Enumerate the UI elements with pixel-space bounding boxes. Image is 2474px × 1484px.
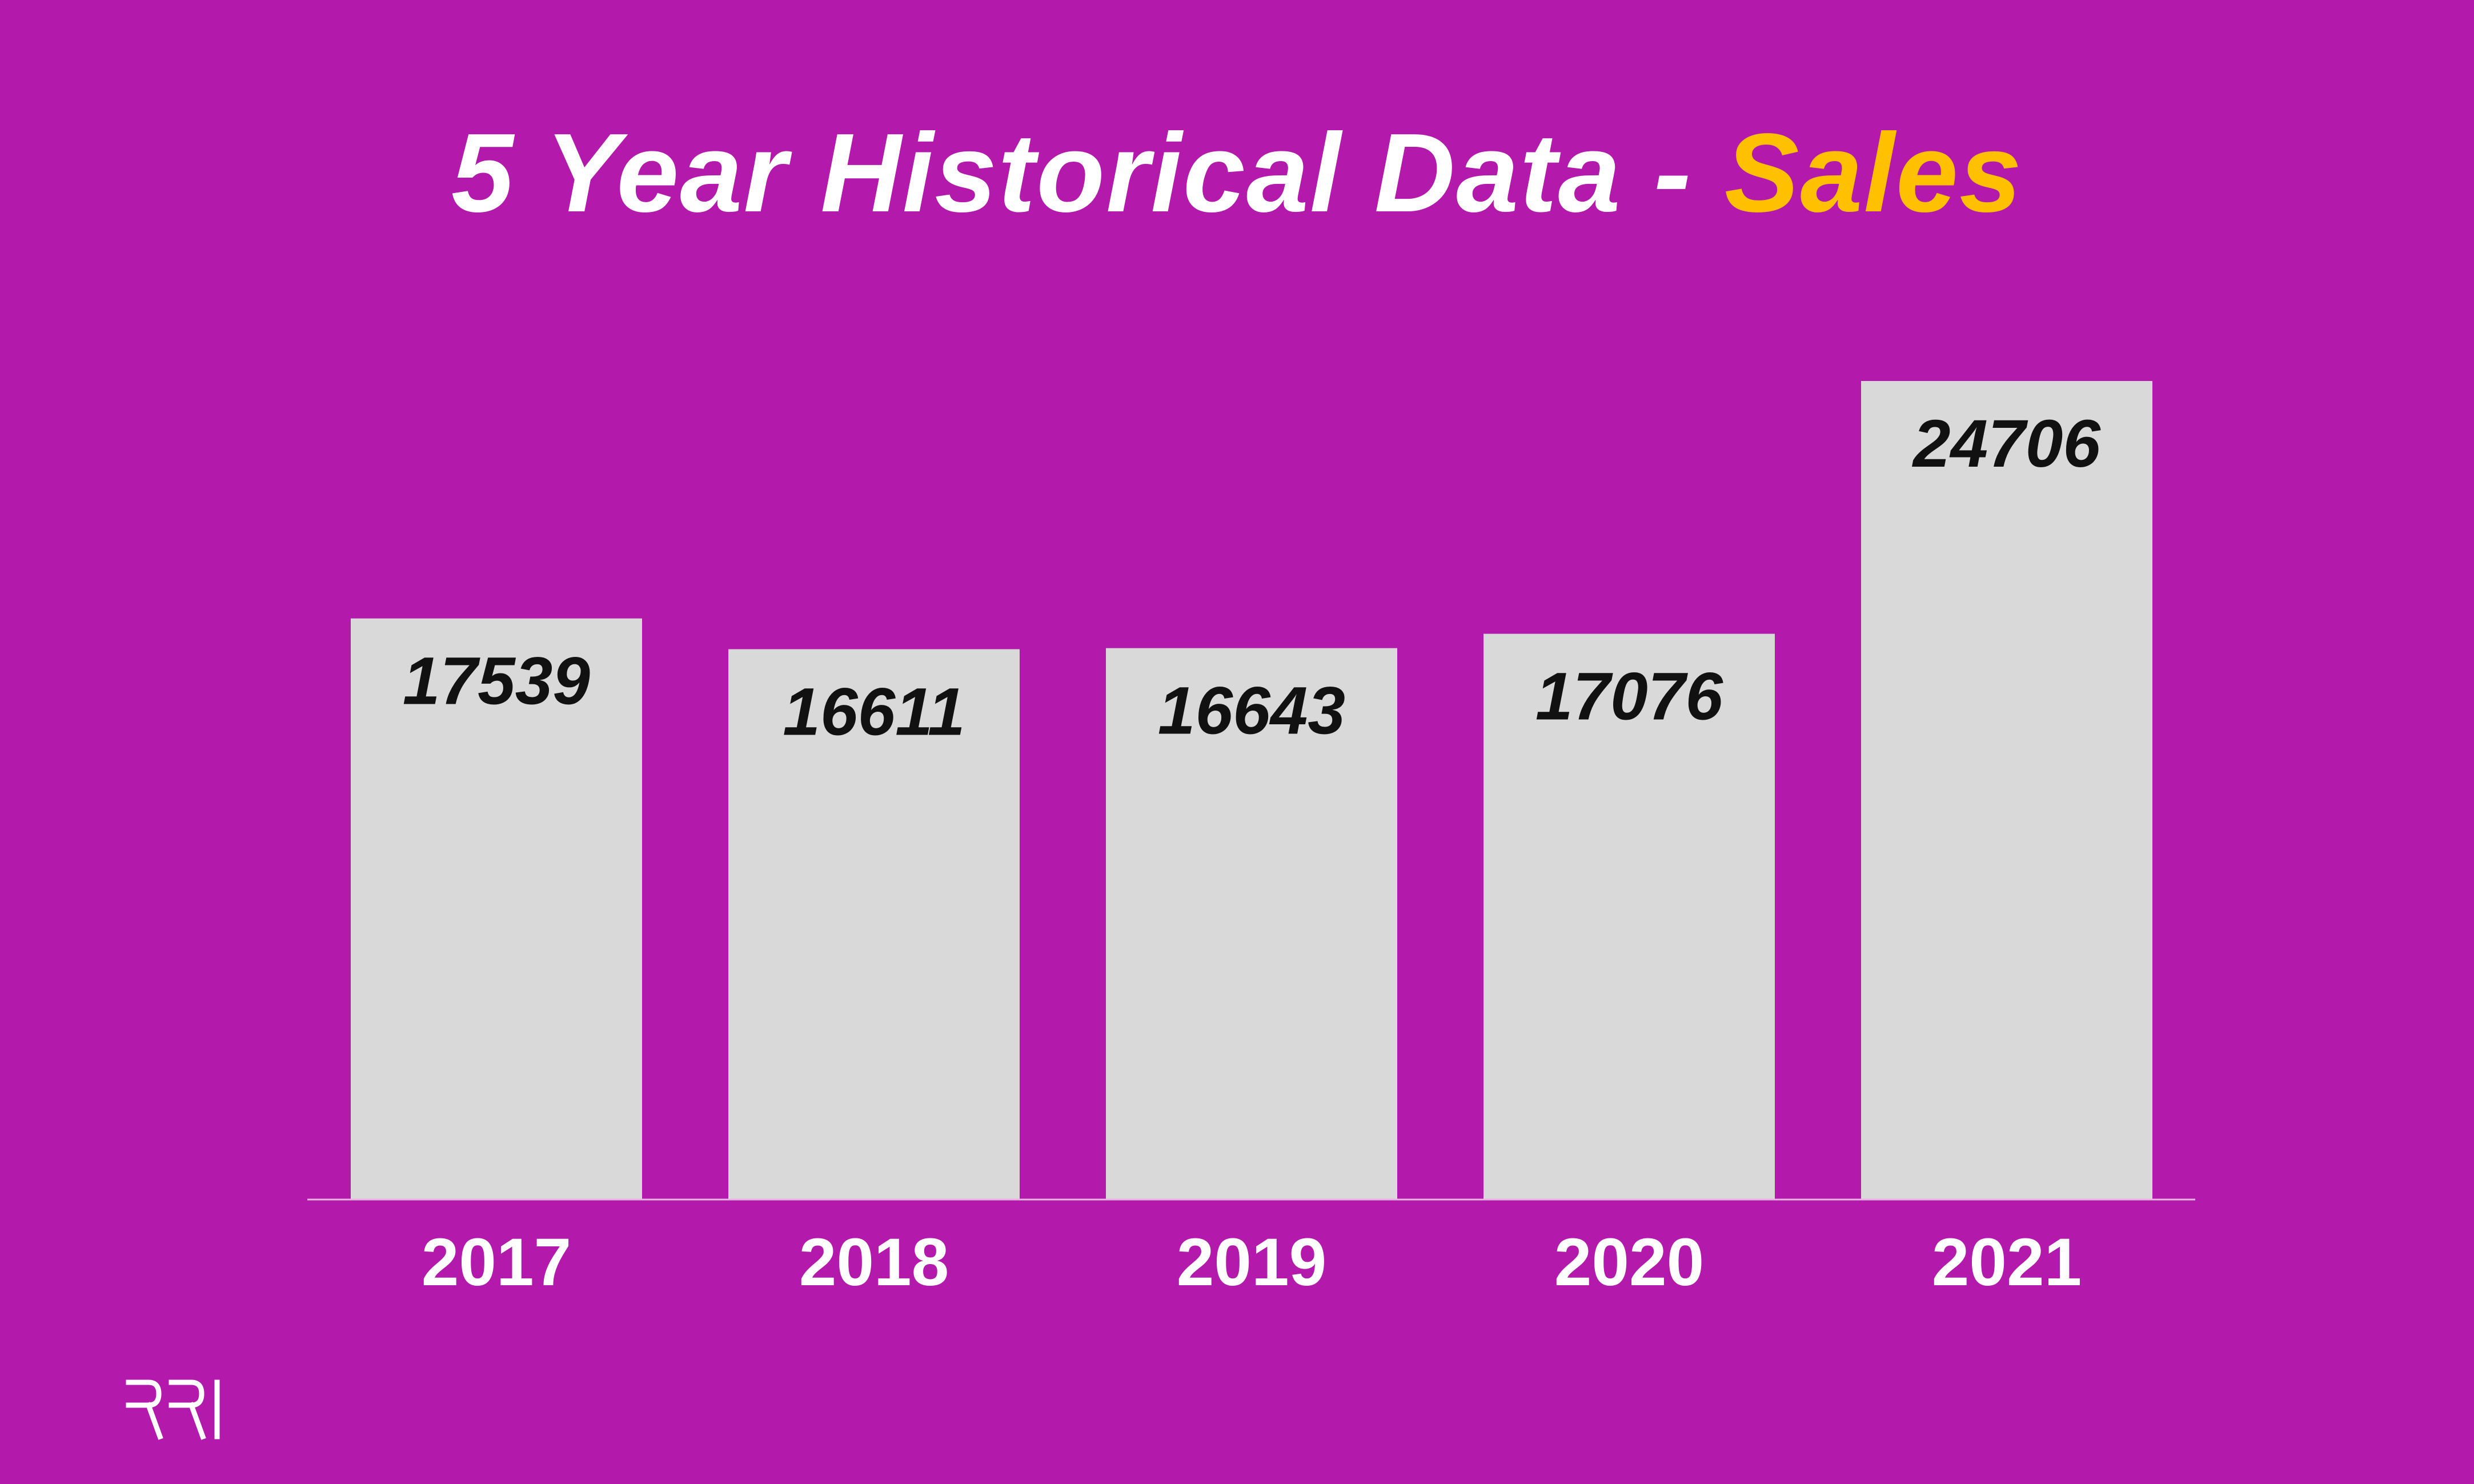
value-label-2018: 16611 bbox=[783, 675, 965, 750]
bar-2019 bbox=[1106, 648, 1397, 1200]
x-tick-label-2018: 2018 bbox=[799, 1225, 949, 1300]
value-label-2020: 17076 bbox=[1535, 659, 1724, 735]
x-tick-label-2020: 2020 bbox=[1554, 1225, 1705, 1300]
value-label-2021: 24706 bbox=[1912, 406, 2102, 482]
value-label-2019: 16643 bbox=[1158, 673, 1345, 749]
value-label-2017: 17539 bbox=[403, 644, 591, 719]
bar-2017 bbox=[351, 618, 642, 1200]
bar-2021 bbox=[1861, 381, 2152, 1200]
rri-logo bbox=[126, 1379, 220, 1440]
labels-group: 17539 2017 16611 2018 16643 2019 17076 2020 2470… bbox=[403, 406, 2102, 1300]
bar-2018 bbox=[728, 649, 1020, 1200]
chart-title-accent: Sales bbox=[1724, 110, 2023, 235]
chart-title-main: 5 Year Historical Data - bbox=[451, 110, 1725, 235]
x-tick-label-2017: 2017 bbox=[422, 1225, 572, 1300]
x-tick-label-2019: 2019 bbox=[1177, 1225, 1327, 1300]
bars-group bbox=[351, 381, 2152, 1200]
chart-title: 5 Year Historical Data - Sales bbox=[0, 109, 2474, 237]
bar-2020 bbox=[1483, 633, 1775, 1200]
x-tick-label-2021: 2021 bbox=[1932, 1225, 2082, 1300]
